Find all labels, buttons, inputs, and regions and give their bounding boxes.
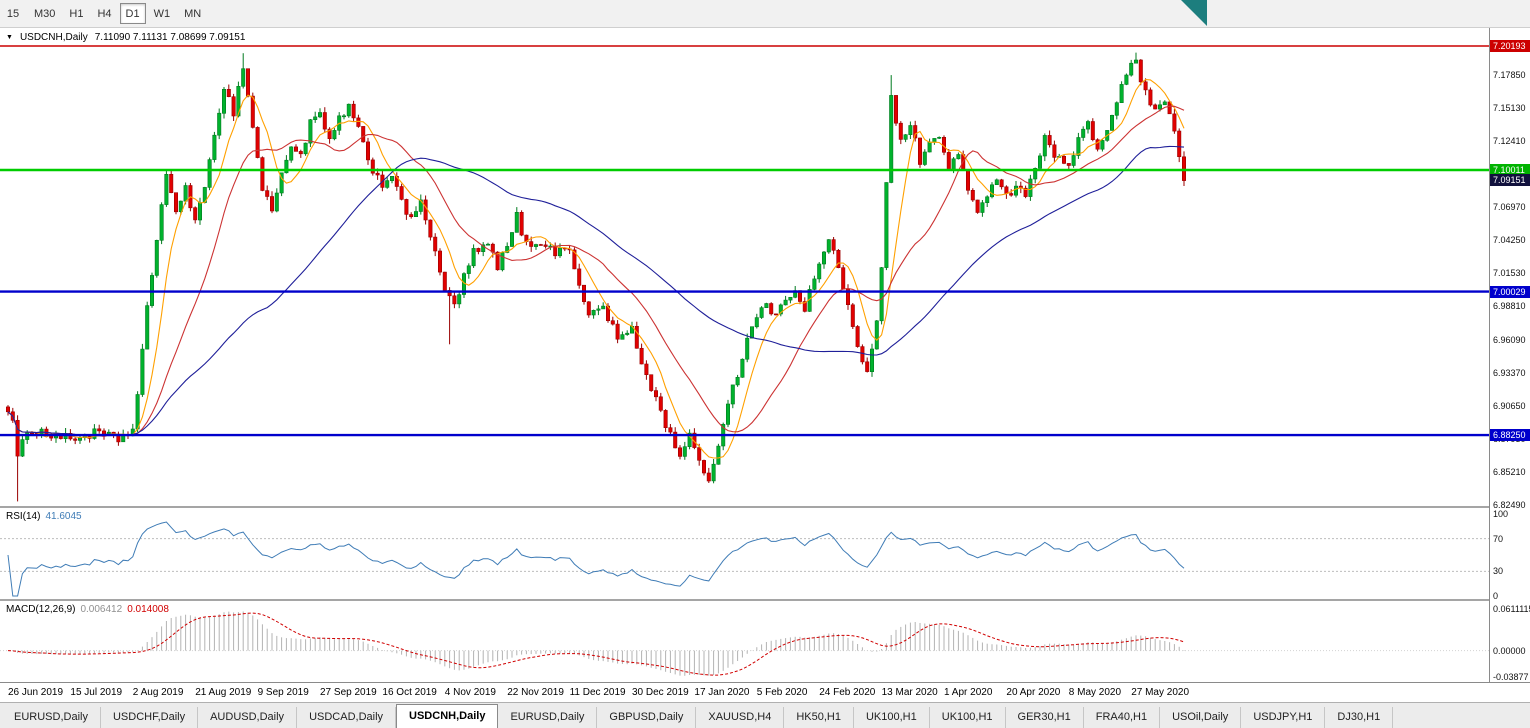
price-axis[interactable]: 7.178507.151307.124107.096907.069707.042… <box>1489 28 1530 682</box>
date-axis-label: 24 Feb 2020 <box>819 687 876 698</box>
symbol-tab-uk100-h1-9[interactable]: UK100,H1 <box>853 707 930 728</box>
date-axis-label: 9 Sep 2019 <box>257 687 309 698</box>
date-axis-label: 16 Oct 2019 <box>382 687 437 698</box>
symbol-tab-uk100-h1-10[interactable]: UK100,H1 <box>929 707 1006 728</box>
macd-axis-label: 0.00000 <box>1493 645 1526 656</box>
symbol-tab-eurusd-daily-5[interactable]: EURUSD,Daily <box>498 707 598 728</box>
chart-ohlc-values: 7.11090 7.11131 7.08699 7.09151 <box>94 32 246 43</box>
date-axis[interactable]: 26 Jun 2019 15 Jul 2019 2 Aug 2019 21 Aug 2… <box>0 682 1530 702</box>
price-badge-resistance-level: 7.20193 <box>1490 40 1530 52</box>
timeframe-button-d1[interactable]: D1 <box>119 3 146 24</box>
macd-label: MACD(12,26,9) 0.006412 0.014008 <box>6 604 174 615</box>
macd-chart-canvas[interactable] <box>0 601 1489 682</box>
rsi-label: RSI(14) 41.6045 <box>6 511 87 522</box>
date-axis-label: 27 May 2020 <box>1131 687 1190 698</box>
price-axis-label: 7.12410 <box>1493 135 1526 146</box>
macd-signal-value: 0.014008 <box>127 604 169 615</box>
rsi-axis-label: 30 <box>1493 566 1504 577</box>
timeframe-toolbar: 15 M30 H1 H4 D1 W1 MN <box>0 0 1530 28</box>
timeframe-button-h4[interactable]: H4 <box>97 7 112 20</box>
price-chart-canvas[interactable] <box>0 28 1489 506</box>
price-badge-blue-level-68825: 6.88250 <box>1490 429 1530 442</box>
macd-name: MACD(12,26,9) <box>6 604 76 615</box>
teal-corner-decoration <box>1181 0 1207 26</box>
timeframe-button-mn[interactable]: MN <box>184 7 202 20</box>
symbol-tab-usdjpy-h1-14[interactable]: USDJPY,H1 <box>1241 707 1326 728</box>
rsi-axis-label: 100 <box>1493 509 1509 519</box>
rsi-pane[interactable]: RSI(14) 41.6045 <box>0 508 1489 599</box>
price-badge-blue-level-7000: 7.00029 <box>1490 285 1530 298</box>
symbol-tab-usdchf-daily-1[interactable]: USDCHF,Daily <box>100 707 199 728</box>
price-axis-label: 6.96090 <box>1493 334 1526 345</box>
macd-axis-label: 0.0611115 <box>1493 604 1530 614</box>
price-axis-label: 6.98810 <box>1493 301 1526 312</box>
symbol-tab-gbpusd-daily-6[interactable]: GBPUSD,Daily <box>597 707 697 728</box>
date-axis-label: 5 Feb 2020 <box>756 687 808 698</box>
timeframe-button-15[interactable]: 15 <box>6 7 20 20</box>
timeframe-button-h1[interactable]: H1 <box>69 7 84 20</box>
price-chart-pane[interactable]: ▼ USDCNH,Daily 7.11090 7.11131 7.08699 7… <box>0 28 1489 506</box>
price-axis-label: 7.04250 <box>1493 235 1526 246</box>
chart-window: ▼ USDCNH,Daily 7.11090 7.11131 7.08699 7… <box>0 28 1530 702</box>
rsi-axis-label: 70 <box>1493 533 1504 544</box>
date-axis-label: 27 Sep 2019 <box>320 687 377 698</box>
date-axis-label: 1 Apr 2020 <box>944 687 993 698</box>
timeframe-button-m30[interactable]: M30 <box>34 7 56 20</box>
price-axis-label: 7.15130 <box>1493 102 1526 113</box>
date-axis-label: 4 Nov 2019 <box>444 687 496 698</box>
price-badge-current-price: 7.09151 <box>1490 174 1530 187</box>
symbol-tab-audusd-daily-2[interactable]: AUDUSD,Daily <box>198 707 298 728</box>
price-axis-label: 6.82490 <box>1493 500 1526 511</box>
symbol-tab-usdcad-daily-3[interactable]: USDCAD,Daily <box>297 707 397 728</box>
date-axis-label: 11 Dec 2019 <box>569 687 626 698</box>
date-axis-label: 17 Jan 2020 <box>694 687 750 698</box>
rsi-axis-label: 0 <box>1493 591 1499 601</box>
symbol-tab-usoil-daily-13[interactable]: USOil,Daily <box>1160 707 1242 728</box>
rsi-chart-svg[interactable] <box>0 508 1489 599</box>
date-axis-label: 21 Aug 2019 <box>195 687 252 698</box>
symbol-tab-fra40-h1-12[interactable]: FRA40,H1 <box>1083 707 1161 728</box>
date-axis-label: 13 Mar 2020 <box>881 687 938 698</box>
date-axis-label: 15 Jul 2019 <box>70 687 123 698</box>
date-axis-label: 8 May 2020 <box>1068 687 1122 698</box>
date-axis-label: 2 Aug 2019 <box>132 687 184 698</box>
price-axis-label: 6.90650 <box>1493 400 1526 411</box>
price-axis-label: 6.93370 <box>1493 367 1526 378</box>
price-badge-green-level: 7.10011 <box>1490 164 1530 177</box>
macd-axis-label: -0.03877 <box>1493 671 1529 682</box>
date-axis-label: 26 Jun 2019 <box>8 687 64 698</box>
date-axis-label: 22 Nov 2019 <box>507 687 564 698</box>
rsi-name: RSI(14) <box>6 511 41 522</box>
date-axis-label: 20 Apr 2020 <box>1006 687 1061 698</box>
symbol-tab-usdcnh-daily-4[interactable]: USDCNH,Daily <box>396 704 499 728</box>
symbol-tabbar: EURUSD,Daily USDCHF,Daily AUDUSD,Daily USDC… <box>0 702 1530 728</box>
macd-chart-svg[interactable] <box>0 601 1489 682</box>
pane-separator[interactable] <box>0 599 1530 601</box>
symbol-tab-hk50-h1-8[interactable]: HK50,H1 <box>784 707 854 728</box>
symbol-tab-eurusd-daily-0[interactable]: EURUSD,Daily <box>2 707 101 728</box>
price-axis-label: 7.06970 <box>1493 202 1526 213</box>
date-axis-label: 30 Dec 2019 <box>632 687 689 698</box>
symbol-tab-ger30-h1-11[interactable]: GER30,H1 <box>1005 707 1084 728</box>
symbol-tab-dj30-h1-15[interactable]: DJ30,H1 <box>1325 707 1394 728</box>
symbol-tab-xauusd-h4-7[interactable]: XAUUSD,H4 <box>696 707 785 728</box>
price-axis-label: 7.17850 <box>1493 69 1526 80</box>
price-chart-svg[interactable] <box>0 28 1489 506</box>
chart-context-icon[interactable]: ▼ <box>6 33 13 41</box>
rsi-value: 41.6045 <box>45 511 82 522</box>
price-axis-label: 6.85210 <box>1493 467 1526 478</box>
chart-symbol-title: USDCNH,Daily <box>19 32 88 43</box>
macd-pane[interactable]: MACD(12,26,9) 0.006412 0.014008 <box>0 601 1489 682</box>
price-axis-label: 7.01530 <box>1493 268 1526 279</box>
chart-title: ▼ USDCNH,Daily 7.11090 7.11131 7.08699 7… <box>6 32 245 43</box>
macd-main-value: 0.006412 <box>80 604 123 615</box>
timeframe-button-w1[interactable]: W1 <box>153 7 171 20</box>
pane-separator[interactable] <box>0 506 1530 508</box>
rsi-chart-canvas[interactable] <box>0 508 1489 599</box>
